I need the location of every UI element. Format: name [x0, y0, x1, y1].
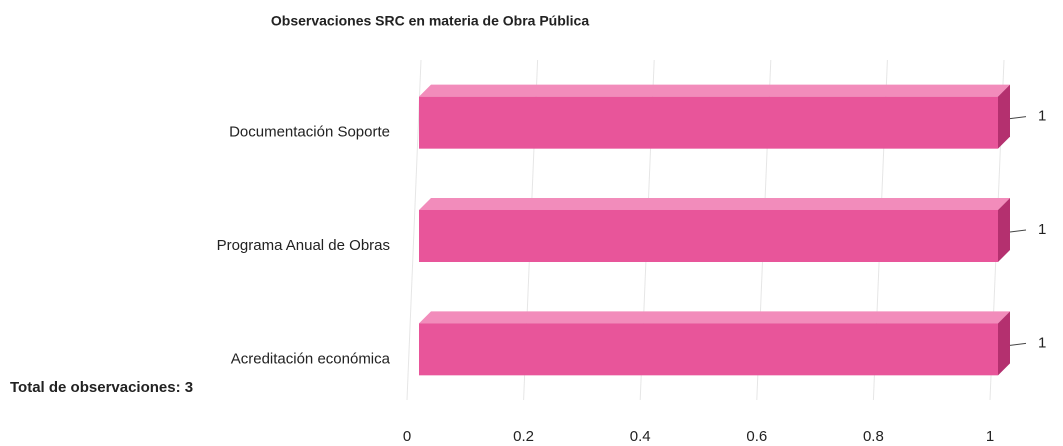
bar [419, 96, 998, 149]
y-tick-label: Programa Anual de Obras [217, 237, 390, 254]
y-tick-label: Documentación Soporte [229, 124, 390, 141]
x-tick-label: 0.6 [746, 428, 767, 445]
value-label: 1 [1038, 334, 1046, 351]
bar-top [419, 84, 1010, 97]
label-leader [1009, 116, 1027, 120]
x-tick-label: 0.4 [630, 428, 651, 445]
x-tick-label: 0.8 [863, 428, 884, 445]
x-tick-label: 1 [986, 428, 994, 445]
bar-side [998, 84, 1010, 149]
label-leader [1009, 229, 1027, 233]
x-tick-label: 0 [403, 428, 411, 445]
x-tick-label: 0.2 [513, 428, 534, 445]
bar-top [419, 311, 1010, 324]
annotation: Total de observaciones: 3 [10, 379, 193, 396]
bar-side [998, 311, 1010, 376]
y-tick-label: Acreditación económica [231, 350, 391, 367]
chart-title: Observaciones SRC en materia de Obra Púb… [271, 13, 589, 29]
bar [419, 210, 998, 262]
label-leader [1009, 342, 1027, 346]
bar-side [998, 198, 1010, 262]
bar [419, 323, 998, 376]
grid-line [406, 59, 422, 401]
bar-top [419, 198, 1010, 210]
value-label: 1 [1038, 108, 1046, 125]
value-label: 1 [1038, 221, 1046, 238]
